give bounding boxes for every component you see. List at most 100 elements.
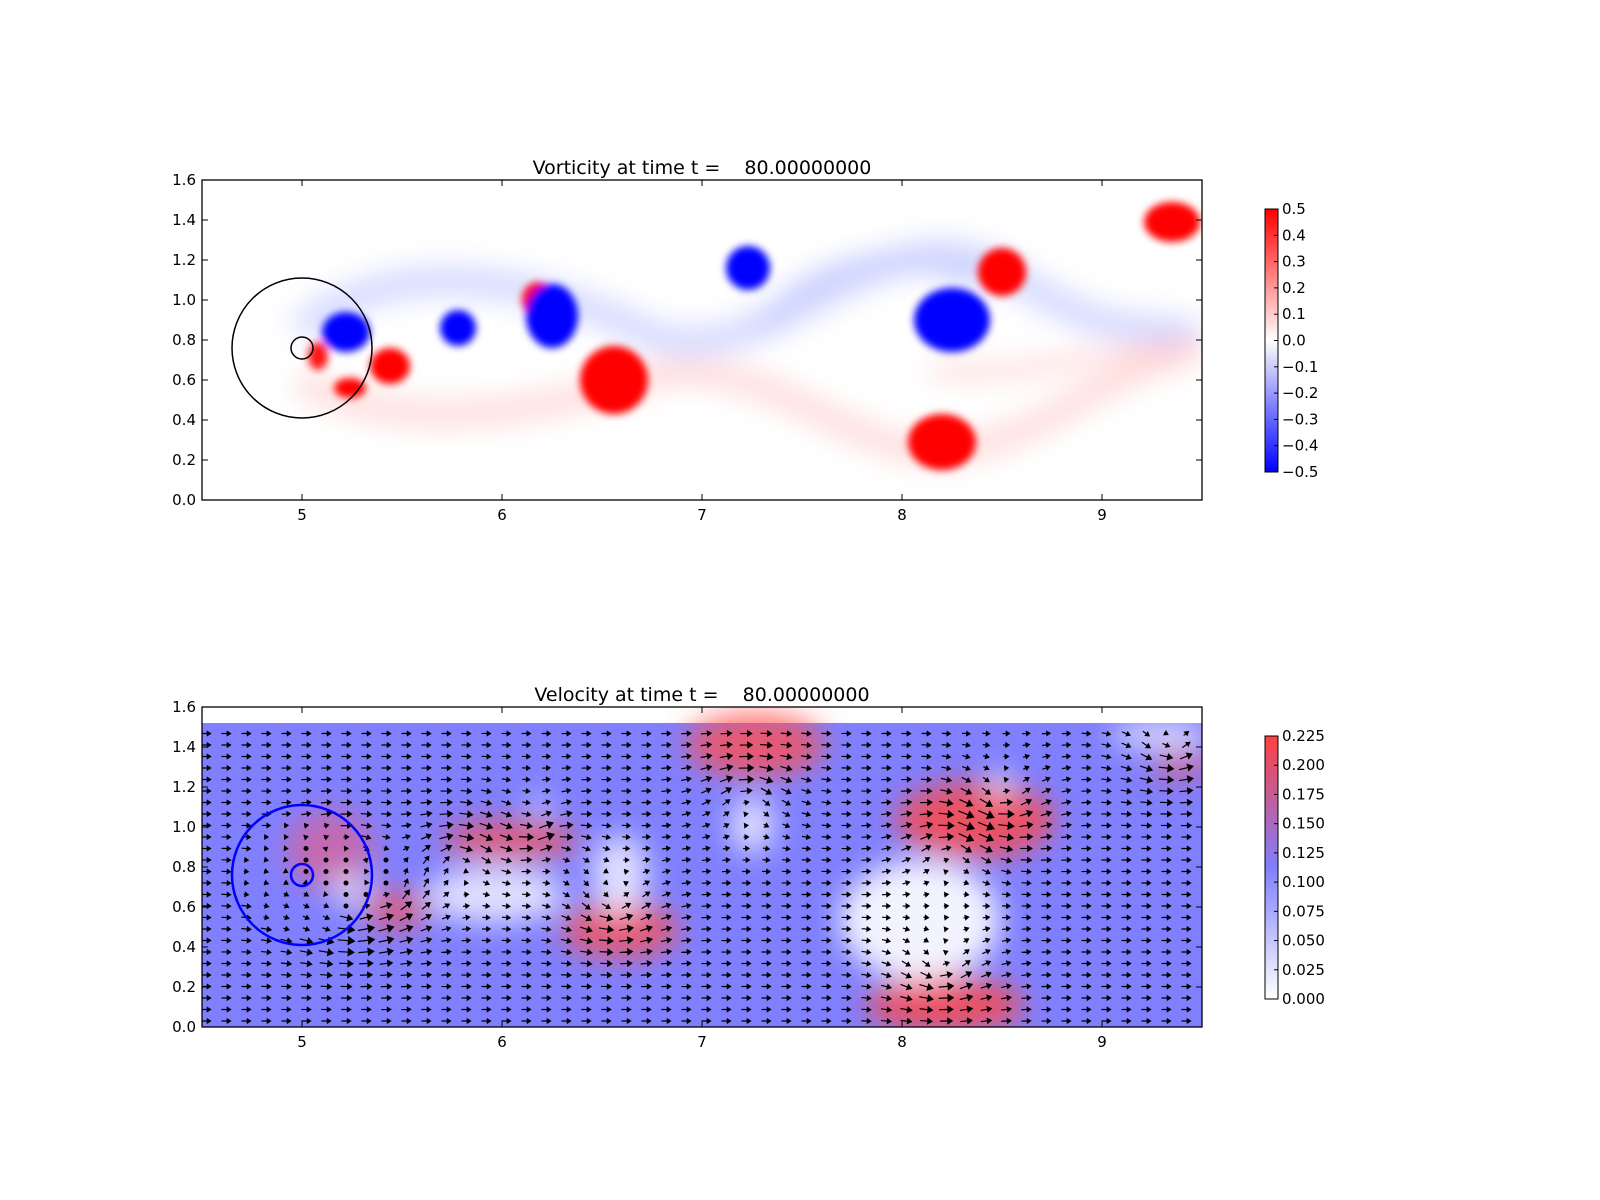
quiver-arrow <box>919 994 934 1003</box>
quiver-arrow <box>841 891 852 898</box>
quiver-arrow <box>841 741 852 749</box>
quiver-arrow <box>202 822 212 829</box>
quiver-arrow <box>1081 925 1092 933</box>
quiver-arrow <box>1021 925 1032 933</box>
quiver-arrow <box>1081 741 1092 749</box>
quiver-arrow <box>1121 810 1133 818</box>
quiver-arrow <box>759 741 774 749</box>
quiver-arrow <box>641 753 652 760</box>
quiver-arrow <box>501 983 512 990</box>
quiver-arrow <box>1142 730 1151 737</box>
quiver-arrow <box>618 924 635 933</box>
quiver-arrow <box>601 810 612 818</box>
quiver-arrow <box>561 799 572 806</box>
quiver-arrow <box>401 822 412 829</box>
quiver-arrow <box>301 799 312 806</box>
quiver-arrow <box>701 902 712 910</box>
quiver-arrow <box>303 822 310 829</box>
quiver-arrow <box>1141 960 1152 967</box>
quiver-arrow <box>422 855 430 864</box>
quiver-arrow <box>922 960 931 967</box>
quiver-arrow <box>841 787 852 795</box>
quiver-arrow <box>761 937 772 944</box>
quiver-arrow <box>441 925 452 932</box>
quiver-arrow <box>722 834 730 841</box>
quiver-arrow <box>1019 833 1034 841</box>
quiver-arrow <box>542 787 551 795</box>
quiver-arrow <box>482 868 491 875</box>
quiver-arrow <box>759 776 774 784</box>
quiver-arrow <box>982 926 991 933</box>
quiver-arrow <box>280 937 293 945</box>
quiver-arrow <box>780 730 793 737</box>
quiver-arrow <box>901 741 912 749</box>
quiver-arrow <box>402 857 409 863</box>
quiver-arrow <box>681 960 692 967</box>
quiver-arrow <box>801 845 812 852</box>
quiver-arrow <box>1022 742 1031 749</box>
quiver-arrow <box>619 936 634 945</box>
quiver-arrow <box>583 880 590 887</box>
quiver-arrow <box>801 971 812 979</box>
quiver-arrow <box>599 936 615 945</box>
quiver-arrow <box>1141 1017 1152 1025</box>
quiver-arrow <box>1041 799 1052 806</box>
quiver-arrow <box>542 764 552 772</box>
quiver-arrow <box>821 960 832 967</box>
quiver-arrow <box>261 787 272 795</box>
quiver-arrow <box>603 868 609 874</box>
quiver-arrow <box>1061 971 1072 979</box>
quiver-arrow <box>1081 937 1092 944</box>
quiver-arrow <box>202 925 212 933</box>
quiver-arrow <box>919 1005 934 1014</box>
quiver-arrow <box>801 788 812 795</box>
quiver-arrow <box>961 730 972 737</box>
quiver-arrow <box>721 971 732 979</box>
quiver-arrow <box>1081 787 1092 795</box>
quiver-arrow <box>681 776 692 783</box>
quiver-arrow <box>261 1006 272 1013</box>
quiver-arrow <box>841 937 852 944</box>
quiver-arrow <box>601 834 612 841</box>
quiver-arrow <box>1140 753 1153 761</box>
quiver-arrow <box>1121 891 1132 898</box>
quiver-arrow <box>1181 845 1192 852</box>
y-tick-label: 0.6 <box>172 371 196 389</box>
quiver-arrow <box>841 902 852 910</box>
quiver-arrow <box>960 1017 973 1025</box>
quiver-arrow <box>702 834 711 841</box>
quiver-arrow <box>1101 937 1112 944</box>
quiver-arrow <box>263 845 270 852</box>
quiver-arrow <box>561 1017 572 1025</box>
quiver-arrow <box>322 914 331 921</box>
quiver-arrow <box>641 741 652 749</box>
quiver-arrow <box>461 925 472 933</box>
quiver-arrow <box>202 764 212 772</box>
quiver-arrow <box>1163 729 1169 736</box>
quiver-arrow <box>1041 868 1052 875</box>
quiver-arrow <box>542 903 551 910</box>
quiver-arrow <box>561 971 572 979</box>
quiver-arrow <box>420 936 433 944</box>
quiver-arrow <box>1041 879 1052 887</box>
quiver-arrow <box>360 799 373 806</box>
quiver-arrow <box>1159 798 1174 807</box>
quiver-arrow <box>461 741 472 749</box>
quiver-arrow <box>420 960 433 967</box>
quiver-arrow <box>401 741 412 749</box>
quiver-arrow <box>402 889 411 900</box>
quiver-arrow <box>1061 730 1072 737</box>
quiver-arrow <box>283 879 289 885</box>
quiver-arrow <box>1041 983 1052 990</box>
quiver-arrow <box>501 925 512 933</box>
quiver-arrow <box>321 1017 332 1025</box>
quiver-arrow <box>1139 787 1154 795</box>
quiver-arrow <box>619 948 634 956</box>
quiver-arrow <box>701 983 712 990</box>
quiver-arrow <box>581 834 592 841</box>
quiver-arrow <box>640 913 653 921</box>
quiver-arrow <box>541 994 552 1002</box>
quiver-arrow <box>721 983 732 990</box>
quiver-arrow <box>521 753 532 760</box>
quiver-arrow <box>861 741 872 749</box>
